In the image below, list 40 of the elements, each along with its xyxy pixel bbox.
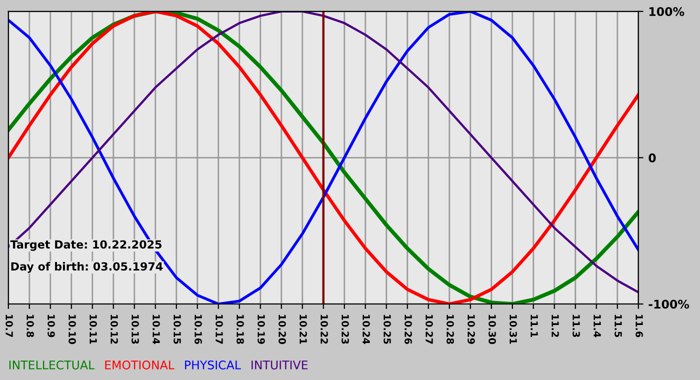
- x-tick-label: 10.31: [510, 314, 517, 344]
- x-tick-label: 11.4: [594, 314, 601, 338]
- text: INTELLECTUAL: [9, 360, 95, 370]
- y-tick-label: 100%: [649, 7, 684, 16]
- x-tick-label: 11.1: [530, 314, 538, 338]
- x-tick-label: 10.12: [110, 314, 118, 344]
- x-tick-label: 10.13: [132, 314, 139, 344]
- x-tick-label: 11.6: [636, 314, 643, 338]
- x-tick-label: 11.2: [552, 314, 559, 337]
- x-tick-label: 10.30: [488, 314, 496, 344]
- x-tick-label: 10.16: [194, 314, 202, 344]
- x-tick-label: 10.18: [236, 314, 244, 344]
- annotation: Day of birth: 03.05.1974: [11, 262, 163, 273]
- x-tick-label: 10.23: [342, 314, 349, 344]
- x-tick-label: 10.9: [48, 314, 55, 338]
- x-tick-label: 10.27: [426, 314, 433, 344]
- annotation: Target Date: 10.22.2025: [10, 240, 162, 251]
- x-tick-label: 11.5: [614, 314, 622, 338]
- x-tick-label: 10.10: [68, 314, 76, 344]
- x-tick-label: 10.14: [152, 314, 160, 344]
- x-tick-label: 10.19: [258, 314, 265, 344]
- text: PHYSICAL: [185, 360, 241, 370]
- text: EMOTIONAL: [105, 360, 174, 370]
- x-tick-label: 10.11: [90, 314, 97, 344]
- x-tick-label: 10.24: [362, 314, 370, 344]
- x-tick-label: 10.25: [384, 314, 391, 344]
- x-tick-label: 11.3: [572, 314, 580, 337]
- x-tick-label: 10.17: [216, 314, 223, 344]
- x-tick-label: 10.21: [300, 314, 307, 344]
- x-tick-label: 10.29: [468, 314, 475, 344]
- x-tick-label: 10.26: [404, 314, 412, 344]
- y-tick-label: -100%: [648, 300, 690, 309]
- x-tick-label: 10.7: [6, 314, 13, 337]
- y-tick-label: 0: [648, 153, 656, 162]
- text: INTUITIVE: [252, 360, 308, 370]
- x-tick-label: 10.20: [278, 314, 286, 344]
- x-tick-label: 10.8: [26, 314, 34, 338]
- x-tick-label: 10.28: [446, 314, 454, 344]
- x-tick-label: 10.15: [174, 314, 181, 344]
- x-tick-label: 10.22: [320, 314, 328, 344]
